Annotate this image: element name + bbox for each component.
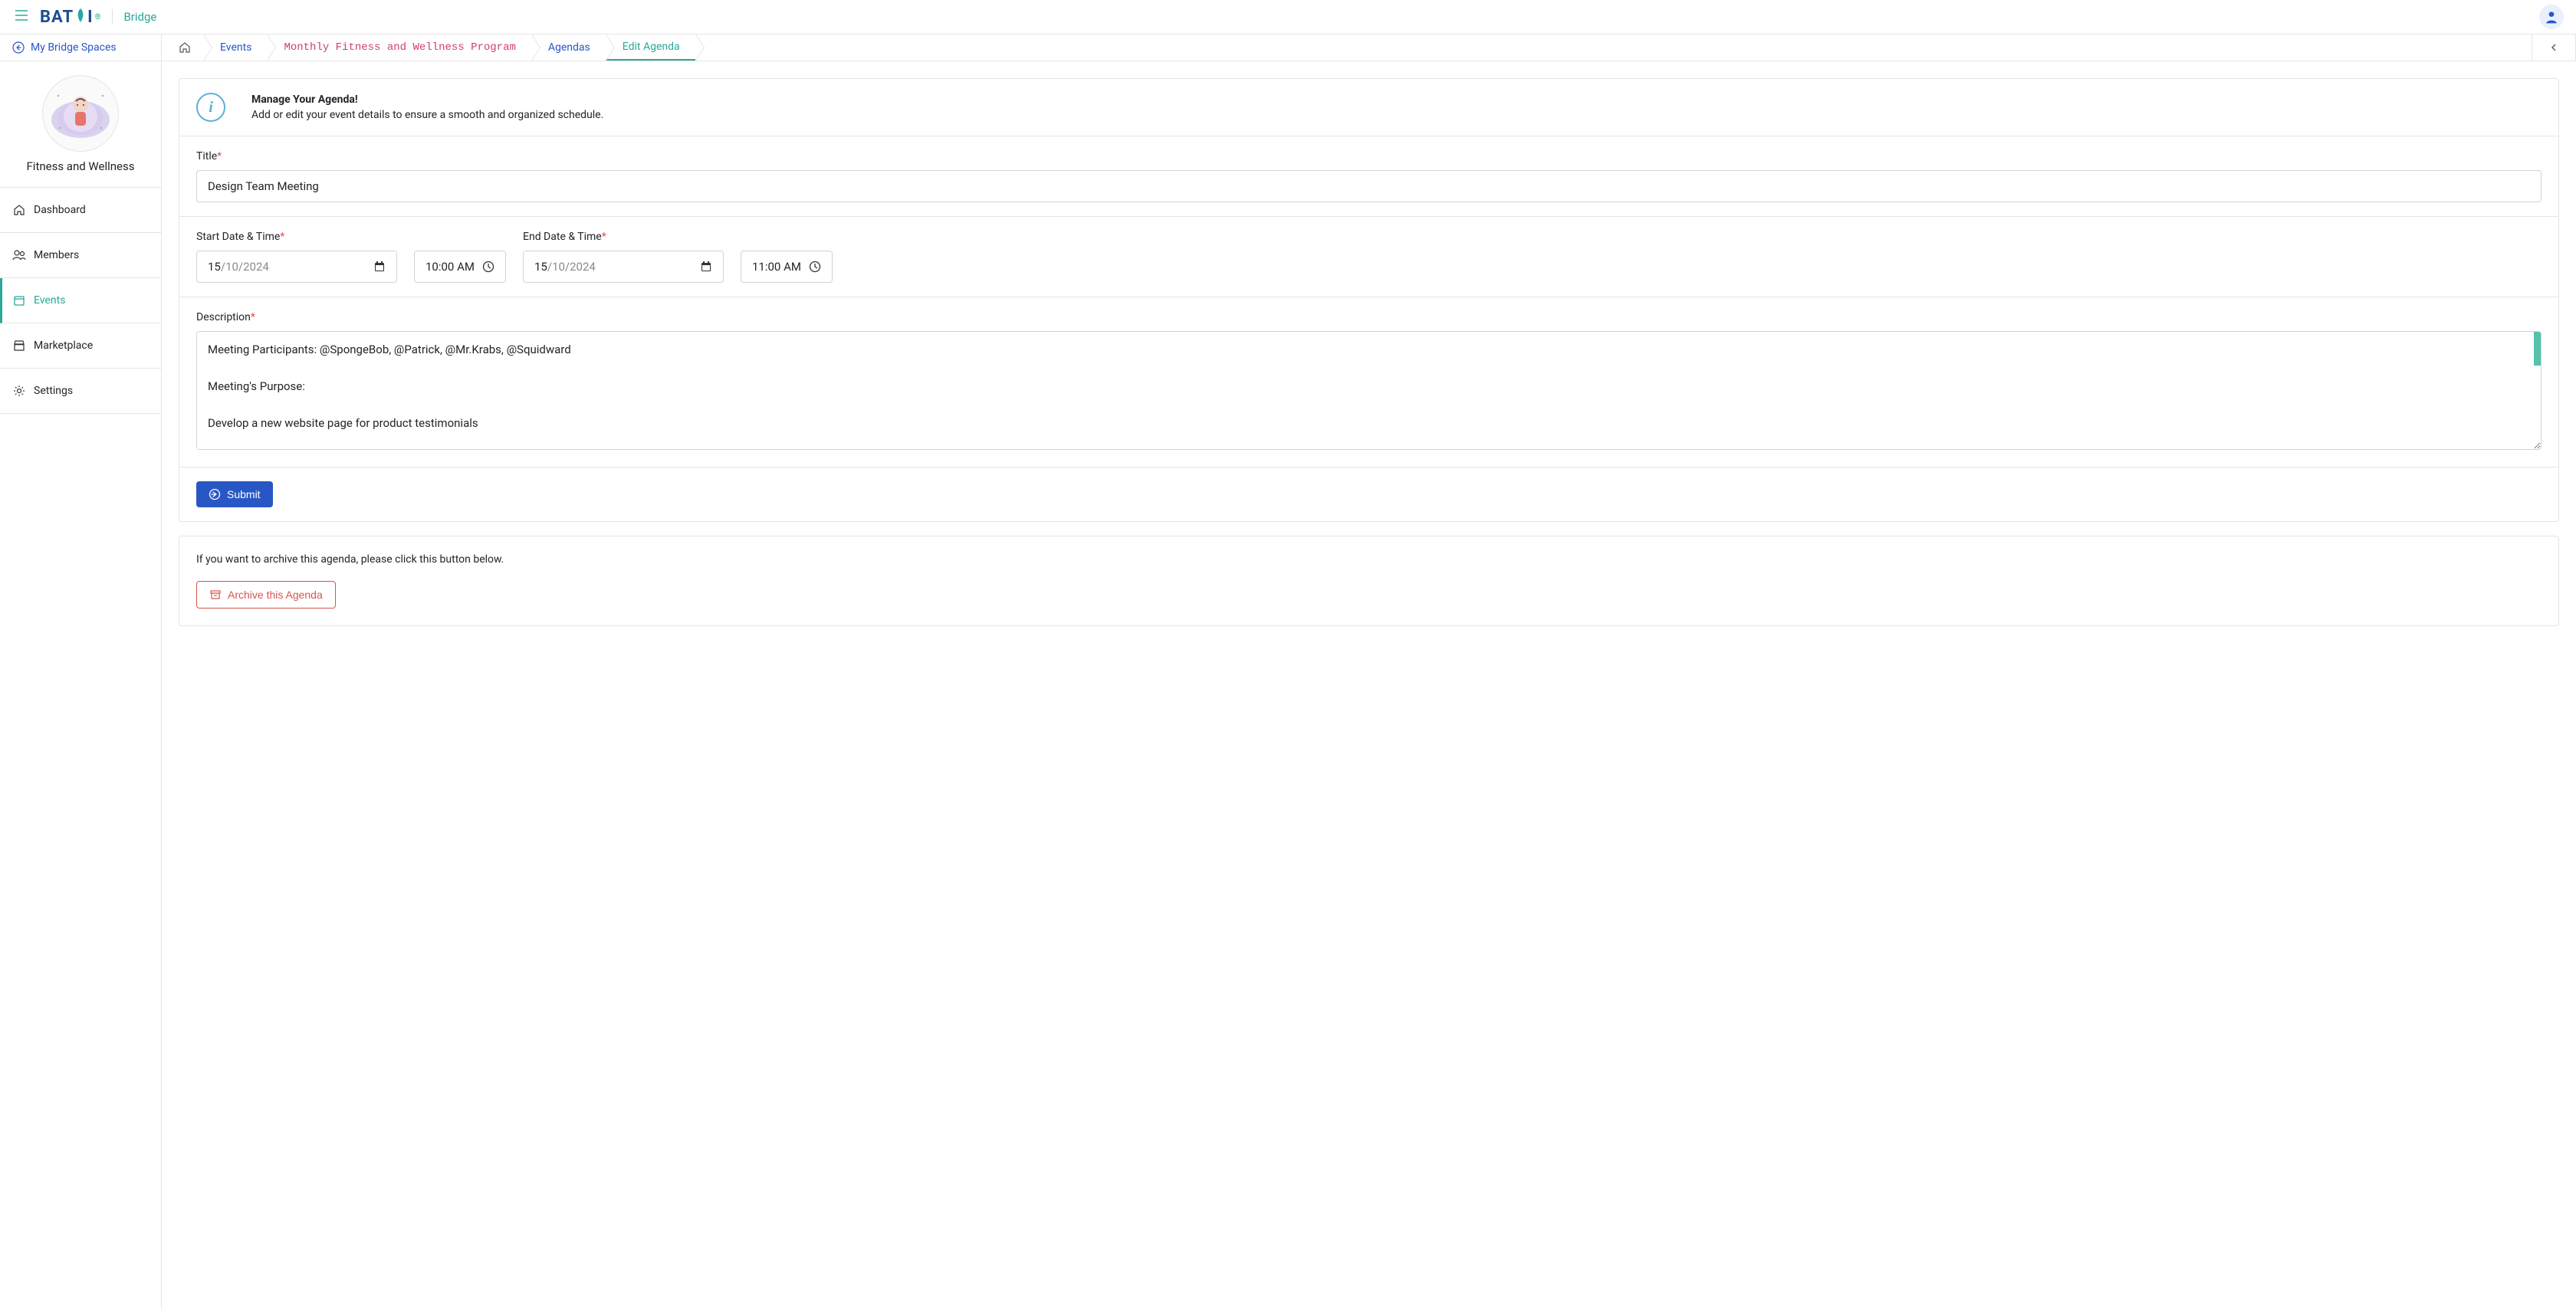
gear-icon (12, 384, 26, 398)
info-icon: i (196, 93, 225, 122)
workspace-avatar (42, 75, 119, 152)
sidebar-item-label: Settings (34, 385, 73, 397)
end-date-input[interactable]: 15/10/2024 (523, 251, 724, 283)
logo-divider (112, 9, 113, 25)
breadcrumb-home[interactable] (171, 34, 203, 61)
start-time-input[interactable]: 10:00 AM (414, 251, 506, 283)
submit-label: Submit (227, 488, 261, 500)
sidebar-item-label: Marketplace (34, 340, 93, 352)
breadcrumb-events[interactable]: Events (203, 34, 267, 61)
logo-secondary: I (87, 8, 93, 27)
sidebar-item-label: Dashboard (34, 204, 86, 216)
hamburger-menu-button[interactable] (12, 7, 31, 27)
agenda-form-card: i Manage Your Agenda! Add or edit your e… (179, 78, 2559, 522)
archive-text: If you want to archive this agenda, plea… (196, 553, 2542, 566)
start-date-input[interactable]: 15/10/2024 (196, 251, 397, 283)
store-icon (12, 339, 26, 353)
sidebar-item-settings[interactable]: Settings (0, 369, 161, 414)
breadcrumb-label: Events (220, 41, 251, 54)
home-icon (179, 41, 191, 54)
user-avatar-button[interactable] (2539, 5, 2564, 29)
back-arrow-icon (12, 41, 25, 54)
info-title: Manage Your Agenda! (251, 94, 603, 106)
archive-card: If you want to archive this agenda, plea… (179, 536, 2559, 626)
breadcrumb-bar: Events Monthly Fitness and Wellness Prog… (162, 34, 2576, 61)
left-sidebar: My Bridge Spaces (0, 34, 162, 1309)
calendar-icon (373, 261, 386, 273)
calendar-icon (700, 261, 712, 273)
clock-icon (809, 261, 821, 273)
workspace-title: Fitness and Wellness (27, 159, 135, 173)
logo-area[interactable]: BAT I ® Bridge (40, 8, 156, 27)
breadcrumb-current: Edit Agenda (606, 34, 695, 61)
sidebar-item-dashboard[interactable]: Dashboard (0, 188, 161, 233)
user-icon (2544, 9, 2559, 25)
logo-text: BAT I ® (40, 8, 101, 27)
app-name: Bridge (123, 10, 156, 24)
info-subtitle: Add or edit your event details to ensure… (251, 109, 603, 121)
breadcrumb-label: Monthly Fitness and Wellness Program (284, 41, 515, 54)
sidebar-item-events[interactable]: Events (0, 278, 161, 323)
back-link-label: My Bridge Spaces (31, 41, 117, 54)
logo-primary: BAT (40, 8, 74, 27)
title-label: Title* (196, 150, 2542, 162)
end-datetime-group: End Date & Time* 15/10/2024 11:00 AM (523, 231, 833, 283)
users-icon (12, 248, 26, 262)
sidebar-item-marketplace[interactable]: Marketplace (0, 323, 161, 369)
logo-leaf-icon (74, 8, 87, 26)
top-header: BAT I ® Bridge (0, 0, 2576, 34)
datetime-section: Start Date & Time* 15/10/2024 10:00 AM (179, 217, 2558, 297)
main-content: Events Monthly Fitness and Wellness Prog… (162, 34, 2576, 1309)
description-section: Description* (179, 297, 2558, 468)
submit-row: Submit (179, 468, 2558, 521)
breadcrumb-label: Agendas (548, 41, 590, 54)
breadcrumb-label: Edit Agenda (623, 41, 680, 53)
workspace-avatar-icon (48, 81, 113, 146)
textarea-scrollbar[interactable] (2534, 332, 2541, 366)
sidebar-item-label: Members (34, 249, 79, 261)
description-textarea[interactable] (196, 331, 2542, 450)
chevron-left-icon (2549, 43, 2558, 52)
sidebar-item-label: Events (34, 294, 65, 307)
info-panel: i Manage Your Agenda! Add or edit your e… (179, 79, 2558, 136)
arrow-circle-right-icon (209, 488, 221, 500)
clock-icon (482, 261, 495, 273)
start-datetime-group: Start Date & Time* 15/10/2024 10:00 AM (196, 231, 506, 283)
start-label: Start Date & Time* (196, 231, 506, 243)
workspace-block: Fitness and Wellness (0, 61, 161, 188)
sidebar-nav: Dashboard Members Events Marketplace (0, 188, 161, 414)
logo-reg: ® (95, 13, 102, 21)
description-label: Description* (196, 311, 2542, 323)
home-icon (12, 203, 26, 217)
breadcrumb-collapse-button[interactable] (2532, 34, 2576, 61)
calendar-icon (12, 294, 26, 307)
title-input[interactable] (196, 170, 2542, 202)
sidebar-item-members[interactable]: Members (0, 233, 161, 278)
breadcrumb-program[interactable]: Monthly Fitness and Wellness Program (267, 34, 531, 61)
end-label: End Date & Time* (523, 231, 833, 243)
archive-button-label: Archive this Agenda (228, 589, 323, 601)
submit-button[interactable]: Submit (196, 481, 273, 507)
breadcrumb-agendas[interactable]: Agendas (531, 34, 606, 61)
back-to-spaces-link[interactable]: My Bridge Spaces (0, 34, 161, 61)
end-time-input[interactable]: 11:00 AM (741, 251, 833, 283)
hamburger-icon (15, 10, 28, 21)
archive-button[interactable]: Archive this Agenda (196, 581, 336, 609)
archive-icon (209, 589, 222, 601)
title-section: Title* (179, 136, 2558, 217)
